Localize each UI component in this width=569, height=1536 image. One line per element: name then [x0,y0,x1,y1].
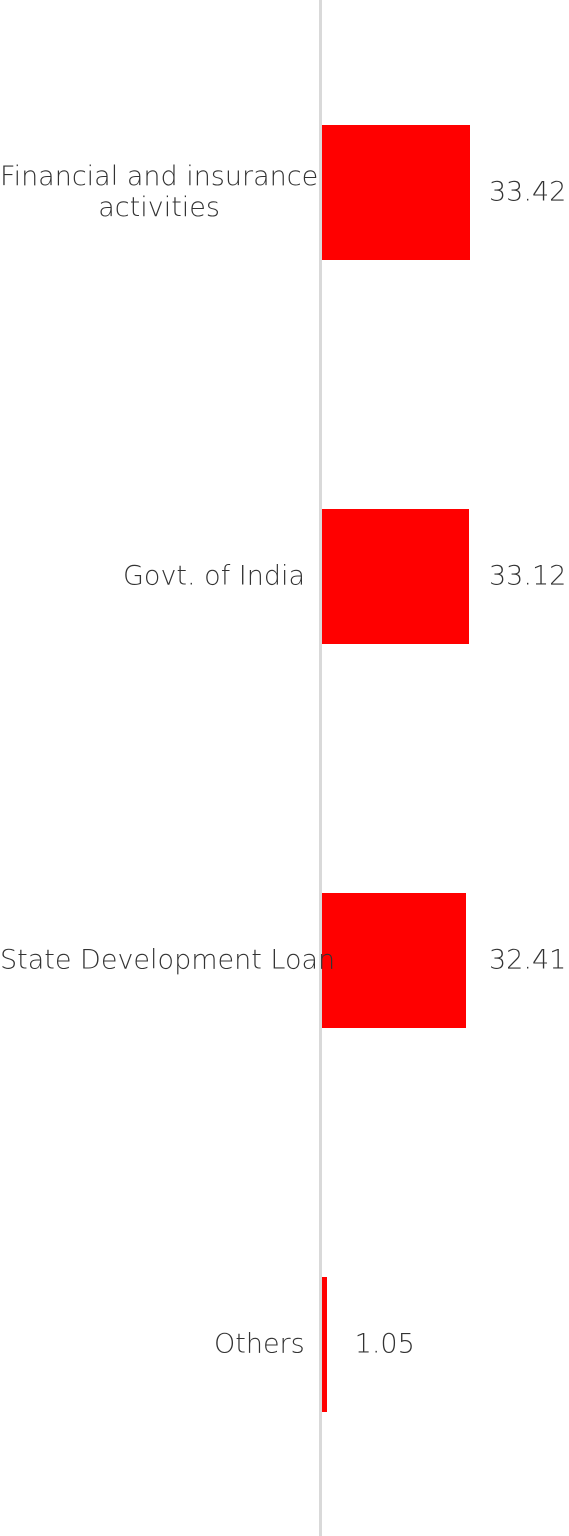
category-label: State Development Loan [0,944,336,976]
data-label: 1.05 [354,1328,415,1360]
data-label: 33.12 [489,560,567,592]
bar [322,508,469,644]
category-axis-line [319,0,322,1536]
data-label: 32.41 [489,944,567,976]
category-label: Financial and insurance activities [0,160,319,223]
category-label: Govt. of India [123,560,306,592]
data-label: 33.42 [489,176,567,208]
bar [322,1276,327,1412]
bar [322,124,470,260]
bar [322,892,466,1028]
category-label: Others [214,1328,305,1360]
